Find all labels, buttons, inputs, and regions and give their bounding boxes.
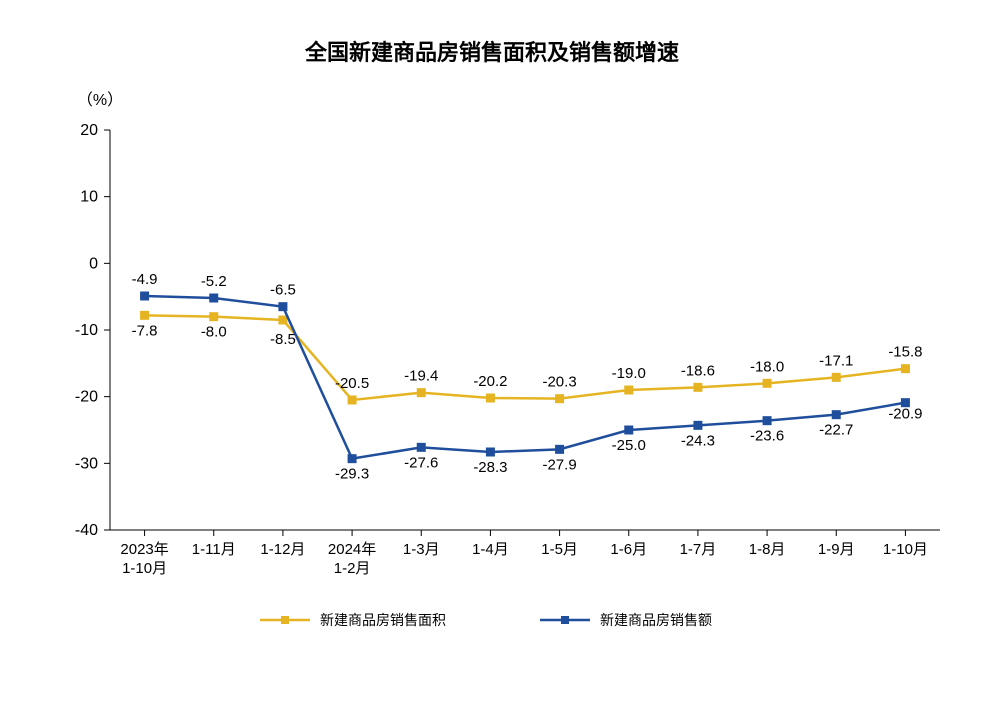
series-marker-a [901,365,909,373]
data-label-b: -4.9 [132,271,158,288]
series-marker-b [210,294,218,302]
y-tick-label: -20 [75,389,98,406]
series-marker-a [210,313,218,321]
series-line-a [145,315,906,400]
data-label-a: -18.6 [681,362,715,379]
series-marker-a [279,316,287,324]
data-label-a: -19.4 [404,368,438,385]
data-label-a: -18.0 [750,358,784,375]
series-marker-b [348,455,356,463]
y-tick-label: -10 [75,322,98,339]
y-tick-label: -40 [75,522,98,539]
series-marker-a [763,379,771,387]
data-label-b: -20.9 [888,406,922,423]
y-tick-label: 20 [80,122,98,139]
x-tick-label: 1-3月 [403,541,440,558]
chart-title: 全国新建商品房销售面积及销售额增速 [304,40,679,65]
x-tick-label: 1-11月 [192,541,236,558]
data-label-b: -5.2 [201,273,227,290]
data-label-a: -8.5 [270,331,296,348]
x-tick-label: 1-7月 [680,541,717,558]
series-marker-b [832,411,840,419]
data-label-a: -20.3 [542,374,576,391]
series-marker-b [694,421,702,429]
legend-swatch-marker [281,616,289,624]
legend-label: 新建商品房销售面积 [320,612,446,628]
series-marker-a [694,383,702,391]
series-marker-a [348,396,356,404]
series-marker-a [556,395,564,403]
x-tick-label: 1-9月 [818,541,855,558]
x-tick-label: 1-10月 [883,541,928,558]
data-label-a: -20.2 [473,373,507,390]
x-tick-label: 1-4月 [472,541,509,558]
data-label-b: -22.7 [819,422,853,439]
legend-swatch-marker [561,616,569,624]
data-label-b: -29.3 [335,466,369,483]
y-tick-label: 0 [89,255,98,272]
series-line-b [145,296,906,459]
x-tick-label: 1-6月 [610,541,647,558]
series-marker-a [417,389,425,397]
series-marker-a [486,394,494,402]
unit-label: （%） [77,91,123,109]
x-tick-label: 1-8月 [749,541,786,558]
series-marker-b [763,417,771,425]
x-tick-label: 1-12月 [260,541,305,558]
x-tick-label: 2023年1-10月 [120,541,168,577]
data-label-b: -6.5 [270,282,296,299]
y-tick-label: -30 [75,455,98,472]
data-label-a: -15.8 [888,344,922,361]
series-marker-a [832,373,840,381]
data-label-b: -28.3 [473,459,507,476]
series-marker-b [486,448,494,456]
data-label-b: -25.0 [612,437,646,454]
series-marker-a [141,311,149,319]
data-label-b: -27.9 [542,456,576,473]
series-marker-b [417,443,425,451]
data-label-a: -8.0 [201,324,227,341]
line-chart: 全国新建商品房销售面积及销售额增速 （%） 20 10 0 -10 -20 -30 -40 202… [0,0,984,708]
x-tick-label: 1-5月 [541,541,578,558]
y-tick-label: 10 [80,189,98,206]
series-marker-b [556,445,564,453]
x-tick-label: 2024年1-2月 [328,541,376,577]
data-label-a: -19.0 [612,365,646,382]
data-label-b: -27.6 [404,454,438,471]
series-marker-b [141,292,149,300]
data-label-a: -20.5 [335,375,369,392]
data-label-a: -17.1 [819,352,853,369]
legend-label: 新建商品房销售额 [600,612,712,628]
chart-container: 全国新建商品房销售面积及销售额增速 （%） 20 10 0 -10 -20 -30 -40 202… [0,0,984,708]
series-marker-a [625,386,633,394]
series-marker-b [279,303,287,311]
data-label-a: -7.8 [132,322,158,339]
series-marker-b [625,426,633,434]
data-label-b: -24.3 [681,432,715,449]
data-label-b: -23.6 [750,428,784,445]
